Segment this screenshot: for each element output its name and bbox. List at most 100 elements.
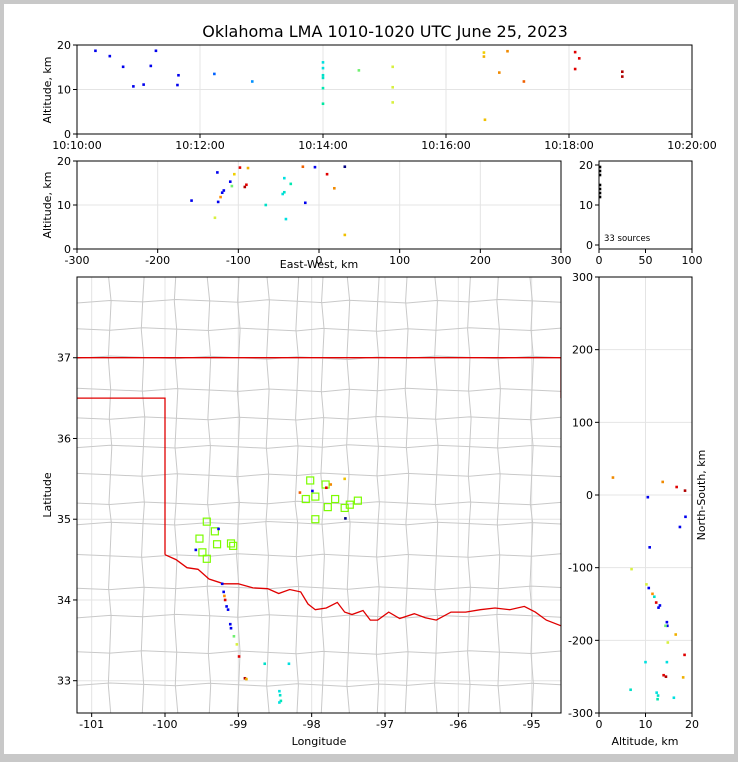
eastwest-xtick-label: -100 (226, 254, 251, 267)
eastwest-xtick-label: 300 (551, 254, 572, 267)
altitude-eastwest-ylabel: Altitude, km (41, 171, 54, 238)
longitude-xtick-label: -101 (79, 718, 104, 731)
altitude-time-ytick-label: 0 (64, 128, 71, 141)
altitude-time-point (142, 83, 145, 86)
lma-station-marker (323, 503, 332, 512)
altitude-eastwest-point (213, 216, 217, 220)
northsouth-altitude-point (646, 495, 650, 499)
histogram-bin-point (598, 187, 602, 191)
plan-view-source-point (226, 608, 230, 611)
northsouth-altitude-point (666, 624, 669, 628)
plan-view-source-point (232, 634, 236, 638)
altitude-time-point (321, 86, 325, 90)
altitude-time-point (321, 102, 325, 106)
northsouth-altitude-panel: 0 10 20 -300 -200 -100 0 100 200 300 Altitude, km… (568, 271, 708, 748)
altitude-eastwest-point (238, 166, 242, 169)
northsouth-altitude-point (611, 476, 615, 479)
altitude-time-point (577, 57, 581, 60)
altitude-time-point (573, 50, 577, 54)
figure-title: Oklahoma LMA 1010-1020 UTC June 25, 2023 (202, 22, 568, 41)
histogram-bin-point (598, 195, 602, 199)
northsouth-altitude-point (665, 620, 669, 624)
lma-station-marker (353, 496, 362, 505)
northsouth-altitude-point (674, 633, 678, 636)
plan-view-map-panel: -101 -100 -99 -98 -97 -96 -95 33 34 35 36 37 Longit… (41, 276, 562, 748)
plan-view-source-point (263, 662, 267, 666)
plan-view-source-point (245, 677, 248, 681)
lma-station-marker (212, 540, 222, 549)
plan-view-source-point (311, 489, 314, 493)
eastwest-xtick-label: 200 (470, 254, 491, 267)
altitude-eastwest-point (343, 165, 347, 169)
state-boundaries (77, 357, 561, 627)
altitude-eastwest-point (230, 184, 234, 188)
plan-view-source-point (344, 517, 347, 520)
lma-figure: Oklahoma LMA 1010-1020 UTC June 25, 2023… (41, 22, 717, 748)
northsouth-ylabel: North-South, km (695, 450, 708, 541)
northsouth-altitude-point (678, 525, 682, 529)
altitude-eastwest-point (281, 192, 284, 196)
histogram-bin-point (598, 169, 602, 173)
altitude-eastwest-point (190, 199, 193, 202)
plan-view-source-point (237, 655, 241, 658)
lma-station-marker (311, 515, 320, 524)
altitude-time-point (108, 54, 112, 58)
altitude-eastwest-point (233, 172, 236, 176)
altitude-time-point (506, 49, 509, 53)
altitude-time-point (391, 85, 394, 89)
eastwest-xtick-label: 100 (389, 254, 410, 267)
histogram-bin-point (598, 191, 602, 195)
northsouth-altitude-point (665, 660, 669, 664)
plan-view-source-point (222, 590, 225, 594)
time-xtick-label: 10:14:00 (298, 139, 347, 152)
altitude-time-point (121, 65, 125, 69)
histogram-ytick-label: 20 (579, 159, 593, 172)
altitude-eastwest-point (222, 189, 226, 192)
histogram-xtick-label: 0 (596, 254, 603, 267)
altitude-time-point (177, 73, 180, 77)
time-xtick-label: 10:10:00 (52, 139, 101, 152)
altitude-time-point (391, 65, 394, 69)
northsouth-altitude-point (664, 624, 667, 628)
histogram-xtick-label: 100 (682, 254, 703, 267)
altitude-eastwest-point (243, 185, 247, 189)
latitude-ytick-label: 35 (57, 513, 71, 526)
longitude-xlabel: Longitude (292, 735, 347, 748)
lma-station-marker (331, 494, 340, 504)
plan-view-source-point (325, 486, 328, 490)
altitude-time-point (621, 70, 624, 73)
time-xtick-label: 10:20:00 (667, 139, 716, 152)
eastwest-xtick-label: -300 (65, 254, 90, 267)
altitude-time-ytick-label: 20 (57, 39, 71, 52)
northsouth-altitude-point (681, 676, 685, 679)
altitude-time-point (321, 61, 325, 64)
altitude-eastwest-ytick-label: 10 (57, 199, 71, 212)
source-histogram-panel: 0 50 100 0 10 20 33 sources (579, 159, 703, 267)
northsouth-altitude-point (661, 480, 665, 484)
altitude-eastwest-point (220, 191, 224, 194)
northsouth-ytick-label: -300 (568, 707, 593, 720)
northsouth-altitude-point (657, 606, 660, 609)
histogram-bin-point (598, 173, 602, 177)
altitude-time-point (321, 76, 325, 80)
northsouth-altitude-point (672, 696, 676, 700)
altitude-eastwest-point (283, 190, 286, 194)
northsouth-altitude-point (684, 515, 687, 519)
northsouth-ytick-label: 100 (572, 416, 593, 429)
plan-view-source-point (223, 594, 226, 598)
latitude-ytick-label: 36 (57, 432, 71, 445)
plan-view-source-point (223, 598, 227, 602)
lma-station-marker (210, 527, 219, 536)
altitude-eastwest-point (289, 182, 293, 186)
altitude-time-point (250, 80, 254, 83)
plan-view-source-point (217, 527, 220, 531)
altitude-time-point (498, 71, 501, 74)
northsouth-altitude-point (675, 485, 678, 489)
altitude-time-point (482, 51, 486, 54)
histogram-xtick-label: 50 (639, 254, 653, 267)
histogram-bin-point (598, 183, 602, 187)
northsouth-altitude-point (683, 489, 687, 492)
plan-view-source-point (329, 483, 333, 486)
altitude-xtick-label: 10 (639, 718, 653, 731)
altitude-eastwest-ytick-label: 20 (57, 155, 71, 168)
